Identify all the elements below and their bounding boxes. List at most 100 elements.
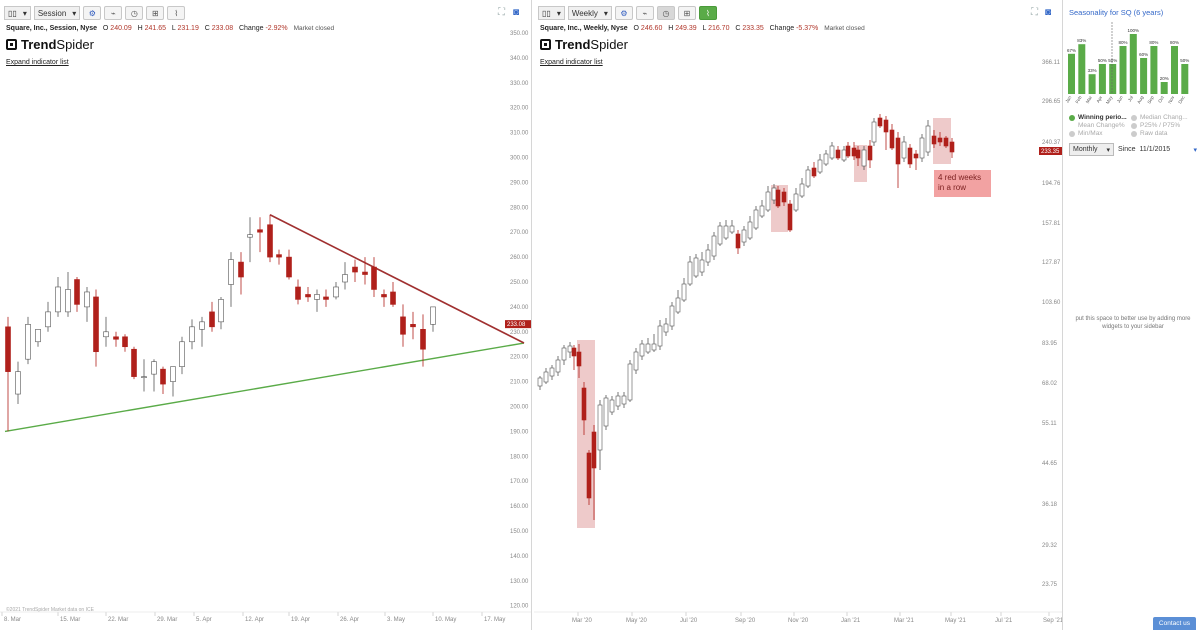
candle-body — [811, 167, 817, 177]
seasonality-title[interactable]: Seasonality for SQ (6 years) — [1069, 8, 1164, 17]
legend-raw[interactable]: Raw data — [1131, 130, 1193, 138]
x-tick-label: 15. Mar — [60, 617, 80, 623]
seasonality-sidebar: Seasonality for SQ (6 years) 67% Jan 83% Fe… — [1064, 0, 1200, 630]
copyright-text: ©2021 TrendSpider Market data on ICE — [6, 607, 94, 613]
clock-button[interactable]: ◷ — [125, 6, 144, 20]
settings-gear-button[interactable]: ⚙ — [83, 6, 102, 20]
candle-body — [943, 137, 949, 147]
candle-body — [675, 297, 681, 313]
y-tick-label: 250.00 — [510, 280, 529, 286]
legend-winning[interactable]: Winning perio... — [1069, 114, 1131, 122]
legend-median[interactable]: Median Chang... — [1131, 114, 1193, 122]
camera-icon[interactable]: ◙ — [513, 7, 520, 18]
candle-body — [699, 259, 705, 273]
contact-us-button[interactable]: Contact us — [1152, 617, 1196, 630]
camera-icon[interactable]: ◙ — [1045, 7, 1052, 18]
fullscreen-icon[interactable]: ⛶ — [498, 7, 505, 18]
x-tick-label: Mar '21 — [894, 618, 914, 624]
x-tick-label: May '21 — [945, 618, 966, 624]
candles-icon: ▯▯ — [8, 8, 17, 18]
settings-gear-button[interactable]: ⚙ — [614, 6, 633, 20]
seasonality-percent: 33% — [1088, 68, 1097, 73]
y-tick-label: 210.00 — [510, 380, 529, 386]
ohlc-readout: Square, Inc., Session, Nyse O 240.09 H 2… — [6, 25, 335, 32]
y-tick-label: 170.00 — [510, 479, 529, 485]
indicator-button[interactable]: ⌇ — [698, 6, 717, 20]
candle-body — [571, 347, 577, 357]
y-tick-label: 240.00 — [510, 305, 529, 311]
candle-body — [651, 343, 657, 351]
since-date[interactable]: 11/1/2015 — [1139, 146, 1171, 153]
x-tick-label: 3. May — [387, 617, 405, 623]
layout-button[interactable]: ⊞ — [146, 6, 165, 20]
candle-body — [228, 259, 234, 285]
x-tick-label: Mar '20 — [572, 618, 592, 624]
daily-candlestick-chart[interactable]: 350.00 340.00 330.00 320.00 310.00 300.00 290.… — [0, 0, 532, 630]
timeframe-select[interactable]: Weekly ▾ — [567, 6, 612, 20]
candle-body — [295, 286, 301, 300]
seasonality-percent: 83% — [1077, 38, 1086, 43]
candle-body — [400, 316, 406, 335]
candle-body — [93, 296, 99, 353]
clock-button[interactable]: ◷ — [656, 6, 675, 20]
candle-body — [937, 137, 943, 143]
x-tick-label: May '20 — [626, 618, 647, 624]
candle-body — [639, 343, 645, 357]
legend-mean[interactable]: Mean Change% — [1078, 122, 1125, 129]
legend-minmax[interactable]: Min/Max — [1069, 130, 1131, 138]
y-tick-label: 160.00 — [510, 504, 529, 510]
logo-icon — [540, 39, 551, 50]
indicator-button[interactable]: ⌇ — [167, 6, 186, 20]
candle-body — [410, 324, 416, 328]
seasonality-percent: 67% — [1067, 48, 1076, 53]
period-select[interactable]: Monthly ▾ — [1069, 143, 1114, 156]
legend-p25[interactable]: P25% / P75% — [1131, 122, 1193, 130]
weekly-chart-panel[interactable]: 366.11 296.65 240.37 194.76 157.81 127.87 103.… — [534, 0, 1063, 630]
candle-body — [314, 294, 320, 300]
candle-body — [949, 141, 955, 153]
y-tick-label: 270.00 — [510, 230, 529, 236]
drawing-tool-button[interactable]: ⌁ — [635, 6, 654, 20]
expand-indicator-link[interactable]: Expand indicator list — [540, 59, 603, 66]
layout-button[interactable]: ⊞ — [677, 6, 696, 20]
chevron-down-icon[interactable]: ▾ — [1193, 146, 1198, 154]
x-tick-label: 22. Mar — [108, 617, 128, 623]
chart-type-select[interactable]: ▯▯ ▾ — [4, 6, 31, 20]
y-tick-label: 240.37 — [1042, 140, 1061, 146]
candle-body — [371, 266, 377, 290]
candle-body — [841, 149, 847, 161]
seasonality-bar — [1119, 46, 1127, 94]
descending-trendline — [269, 214, 525, 344]
timeframe-select[interactable]: Session ▾ — [33, 6, 81, 20]
candle-body — [5, 326, 11, 372]
candle-body — [657, 325, 663, 347]
candle-body — [645, 343, 651, 353]
candle-body — [627, 363, 633, 401]
candle-body — [793, 193, 799, 211]
y-tick-label: 29.32 — [1042, 543, 1058, 549]
chevron-down-icon: ▾ — [556, 8, 561, 18]
candle-body — [170, 366, 176, 382]
drawing-tool-button[interactable]: ⌁ — [104, 6, 123, 20]
candle-body — [817, 159, 823, 173]
seasonality-bar — [1140, 58, 1148, 94]
daily-chart-panel[interactable]: 350.00 340.00 330.00 320.00 310.00 300.00 290.… — [0, 0, 532, 630]
chart-type-select[interactable]: ▯▯ ▾ — [538, 6, 565, 20]
red-weeks-annotation[interactable]: 4 red weeks in a row — [934, 170, 991, 197]
candle-body — [805, 169, 811, 187]
weekly-candlestick-chart[interactable]: 366.11 296.65 240.37 194.76 157.81 127.87 103.… — [534, 0, 1063, 630]
y-tick-label: 127.87 — [1042, 260, 1061, 266]
candle-body — [151, 361, 157, 375]
fullscreen-icon[interactable]: ⛶ — [1031, 7, 1038, 18]
candle-body — [381, 294, 387, 298]
seasonality-month: Feb — [1074, 95, 1082, 105]
candle-body — [823, 153, 829, 165]
expand-indicator-link[interactable]: Expand indicator list — [6, 59, 69, 66]
x-tick-label: 26. Apr — [340, 617, 359, 623]
seasonality-percent: 80% — [1118, 40, 1127, 45]
price-tag — [1039, 147, 1062, 155]
candle-body — [877, 117, 883, 127]
candle-body — [113, 336, 119, 340]
seasonality-bar-chart: 67% Jan 83% Feb 33% Mar 50% Apr 50% May 80% Jun 100%… — [1064, 22, 1189, 105]
seasonality-month: Aug — [1136, 95, 1145, 105]
